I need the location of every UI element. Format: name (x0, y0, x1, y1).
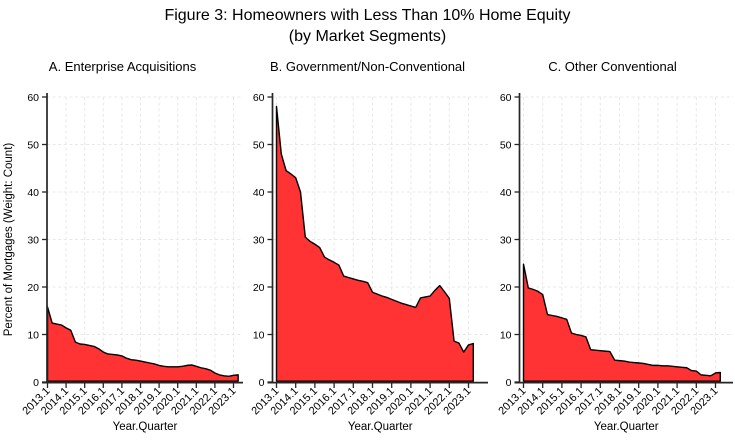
y-tick-label: 30 (253, 234, 265, 246)
y-axis-title: Percent of Mortgages (Weight: Count) (3, 143, 15, 337)
x-axis-title: Year.Quarter (113, 421, 178, 433)
x-axis-title: Year.Quarter (348, 421, 413, 433)
panel-other-conventional: C. Other Conventional 0 10 20 30 40 50 60 2013.… (490, 57, 735, 437)
y-tick-label: 0 (259, 377, 265, 389)
figure-title: Figure 3: Homeowners with Less Than 10% … (164, 7, 571, 24)
y-axis-ticks: 0 10 20 30 40 50 60 (27, 92, 47, 389)
gridlines (519, 96, 733, 381)
gridlines (47, 96, 243, 381)
y-tick-label: 60 (27, 92, 39, 104)
chart-other-conventional: 0 10 20 30 40 50 60 2013.12014.12015.12016.1201… (496, 92, 733, 433)
area-series (46, 306, 239, 382)
panel-title-c: C. Other Conventional (548, 59, 677, 74)
y-tick-label: 0 (33, 377, 39, 389)
area-series (522, 263, 722, 382)
y-tick-label: 60 (500, 92, 512, 104)
y-tick-label: 20 (27, 282, 39, 294)
y-axis-ticks: 0 10 20 30 40 50 60 (253, 92, 273, 389)
y-tick-label: 30 (500, 234, 512, 246)
x-axis-ticks: 2013.12014.12015.12016.12017.12018.12019… (20, 383, 239, 417)
y-tick-label: 60 (253, 92, 265, 104)
panel-title-b: B. Government/Non-Conventional (269, 59, 466, 74)
panel-enterprise-acquisitions: A. Enterprise Acquisitions 0 10 20 30 40 50 60… (0, 57, 245, 437)
x-axis-ticks: 2013.12014.12015.12016.12017.12018.12019… (496, 383, 721, 417)
y-tick-label: 50 (500, 139, 512, 151)
y-axis-ticks: 0 10 20 30 40 50 60 (500, 92, 520, 389)
y-tick-label: 20 (500, 282, 512, 294)
chart-enterprise-acquisitions: 0 10 20 30 40 50 60 2013.12014.12015.12016.1201… (3, 92, 243, 433)
y-tick-label: 10 (500, 329, 512, 341)
chart-government-nonconventional: 0 10 20 30 40 50 60 2013.12014.12015.12016.1201… (249, 92, 488, 433)
y-tick-label: 40 (500, 187, 512, 199)
y-tick-label: 0 (506, 377, 512, 389)
y-tick-label: 10 (253, 329, 265, 341)
panel-government-nonconventional: B. Government/Non-Conventional 0 10 20 30 40… (245, 57, 490, 437)
y-tick-label: 50 (253, 139, 265, 151)
x-axis-ticks: 2013.12014.12015.12016.12017.12018.12019… (249, 383, 474, 417)
area-series (275, 105, 475, 382)
y-tick-label: 40 (253, 187, 265, 199)
panel-title-a: A. Enterprise Acquisitions (48, 59, 197, 74)
x-axis-title: Year.Quarter (594, 421, 659, 433)
panels-row: A. Enterprise Acquisitions 0 10 20 30 40 50 60… (0, 57, 735, 437)
y-tick-label: 10 (27, 329, 39, 341)
y-tick-label: 30 (27, 234, 39, 246)
y-tick-label: 40 (27, 187, 39, 199)
figure-subtitle: (by Market Segments) (288, 28, 447, 45)
y-tick-label: 50 (27, 139, 39, 151)
y-tick-label: 20 (253, 282, 265, 294)
